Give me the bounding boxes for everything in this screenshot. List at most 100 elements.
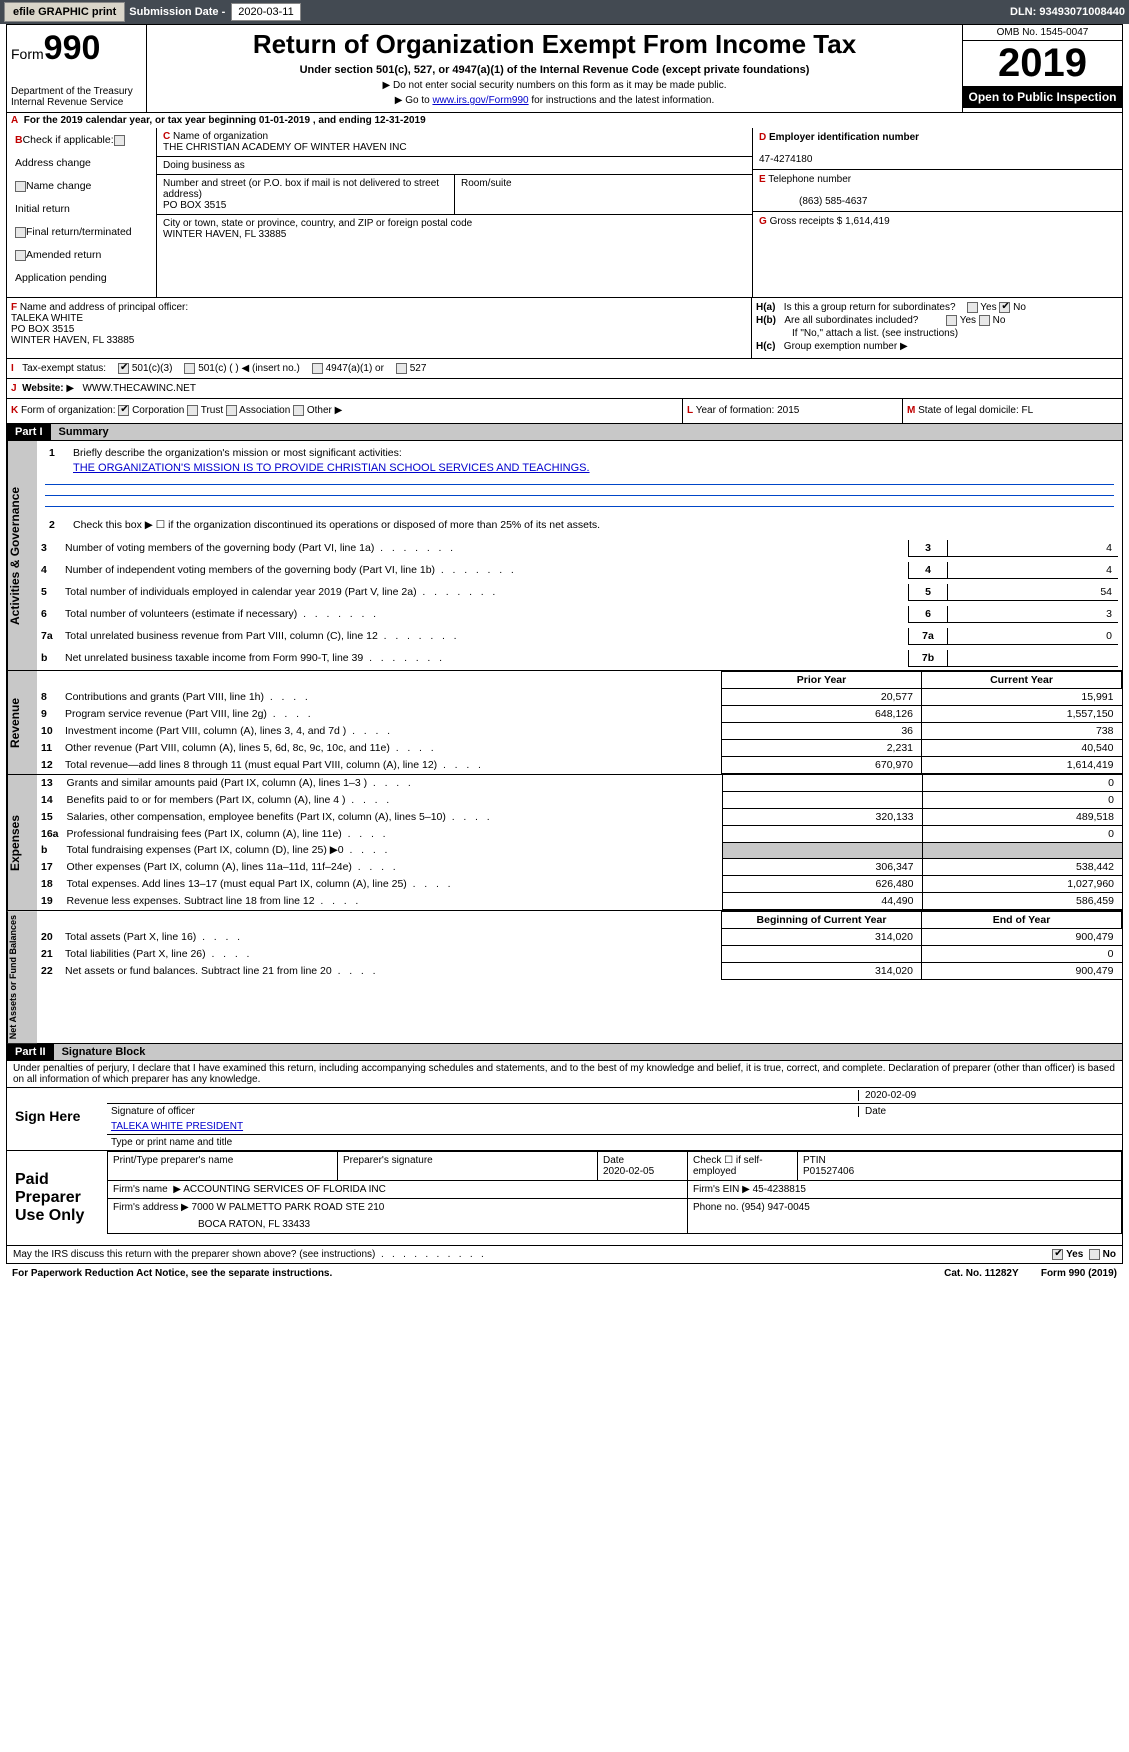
end-year-hdr: End of Year [922,911,1122,928]
table-row: 22Net assets or fund balances. Subtract … [37,962,1122,979]
omb-number: OMB No. 1545-0047 [963,25,1122,41]
part2-title: Signature Block [54,1046,146,1058]
table-row: 13Grants and similar amounts paid (Part … [37,775,1122,792]
dba-cell: Doing business as [157,157,752,175]
gov-line: 6Total number of volunteers (estimate if… [37,604,1122,626]
irs-link[interactable]: www.irs.gov/Form990 [432,95,528,106]
header-right: OMB No. 1545-0047 2019 Open to Public In… [962,25,1122,112]
checkbox[interactable] [226,405,237,416]
firm-addr1: 7000 W PALMETTO PARK ROAD STE 210 [192,1202,385,1213]
part1-bar: Part I Summary [6,424,1123,441]
table-row: 14Benefits paid to or for members (Part … [37,791,1122,808]
website-row: J Website: ▶ WWW.THECAWINC.NET [6,379,1123,399]
ein-label: Employer identification number [769,132,919,143]
dept-treasury: Department of the Treasury [11,86,142,97]
checkbox-corp[interactable] [118,405,129,416]
kform-row: K Form of organization: Corporation Trus… [6,399,1123,423]
checkbox[interactable] [979,315,990,326]
gov-line: 4Number of independent voting members of… [37,560,1122,582]
checkbox-checked[interactable] [999,302,1010,313]
footer-line: For Paperwork Reduction Act Notice, see … [6,1264,1123,1283]
m-state: M State of legal domicile: FL [902,399,1122,422]
org-name: THE CHRISTIAN ACADEMY OF WINTER HAVEN IN… [163,142,407,153]
netassets-body: Beginning of Current YearEnd of Year 20T… [37,911,1122,1043]
checkbox[interactable] [15,250,26,261]
mission-block: 1Briefly describe the organization's mis… [37,441,1122,538]
ein-value: 47-4274180 [759,154,812,165]
k-label: Form of organization: [21,406,116,417]
table-row: 9Program service revenue (Part VIII, lin… [37,705,1122,722]
checkbox[interactable] [967,302,978,313]
checkbox-yes[interactable] [1052,1249,1063,1260]
dba-label: Doing business as [163,160,245,171]
table-row: 11Other revenue (Part VIII, column (A), … [37,739,1122,756]
form-number: Form990 [11,29,142,68]
table-row: 8Contributions and grants (Part VIII, li… [37,688,1122,705]
page: Form990 Department of the Treasury Inter… [0,24,1129,1289]
l-label: Year of formation: [696,405,775,416]
efile-button[interactable]: efile GRAPHIC print [4,2,125,22]
checkbox-501c3[interactable] [118,363,129,374]
part1-tag: Part I [7,424,51,440]
checkbox[interactable] [396,363,407,374]
checkbox[interactable] [293,405,304,416]
mission-text[interactable]: THE ORGANIZATION'S MISSION IS TO PROVIDE… [73,462,590,474]
prep-selfemp: Check ☐ if self-employed [688,1151,798,1180]
vtab-expenses: Expenses [7,775,37,910]
chk-name-change: Name change [26,180,91,192]
sig-officer-label: Signature of officer [111,1106,858,1117]
form-header: Form990 Department of the Treasury Inter… [6,24,1123,113]
opt-other: Other [307,406,332,417]
checkbox[interactable] [15,227,26,238]
table-row: 17Other expenses (Part IX, column (A), l… [37,858,1122,875]
checkbox[interactable] [187,405,198,416]
city-label: City or town, state or province, country… [163,218,472,229]
form-note2: ▶ Go to www.irs.gov/Form990 for instruct… [151,95,958,106]
opt-501c3: 501(c)(3) [132,363,173,374]
f-officer: F Name and address of principal officer:… [7,298,752,358]
checkbox[interactable] [312,363,323,374]
ptin-value: P01527406 [803,1166,854,1177]
hc-text: Group exemption number [784,341,897,352]
table-row: 20Total assets (Part X, line 16) . . . .… [37,928,1122,945]
checkbox[interactable] [15,181,26,192]
prep-date-hdr: Date [603,1155,624,1166]
website-value: WWW.THECAWINC.NET [82,383,196,394]
room-cell: Room/suite [454,175,752,215]
form-prefix: Form [11,46,44,62]
col-mid: C Name of organization THE CHRISTIAN ACA… [157,128,752,297]
gross-cell: G Gross receipts $ 1,614,419 [753,212,1122,231]
table-row: 21Total liabilities (Part X, line 26) . … [37,945,1122,962]
city-cell: City or town, state or province, country… [157,215,752,243]
yes-label: Yes [1066,1249,1083,1260]
checkbox[interactable] [946,315,957,326]
gov-line: 5Total number of individuals employed in… [37,582,1122,604]
beg-year-hdr: Beginning of Current Year [722,911,922,928]
hb2-text: If "No," attach a list. (see instruction… [756,328,1118,339]
check-applicable-label: Check if applicable: [23,134,114,146]
k-form-org: K Form of organization: Corporation Trus… [7,399,682,422]
officer-name-title[interactable]: TALEKA WHITE PRESIDENT [111,1121,243,1132]
opt-501c: 501(c) ( ) [198,363,239,374]
ha-text: Is this a group return for subordinates? [784,302,956,313]
section-revenue: Revenue Prior YearCurrent Year 8Contribu… [6,671,1123,775]
section-expenses: Expenses 13Grants and similar amounts pa… [6,775,1123,911]
checkbox[interactable] [114,135,125,146]
chk-final-return: Final return/terminated [26,226,132,238]
discuss-text: May the IRS discuss this return with the… [13,1249,375,1260]
checkbox[interactable] [184,363,195,374]
governance-body: 1Briefly describe the organization's mis… [37,441,1122,670]
preparer-block: Paid Preparer Use Only Print/Type prepar… [6,1151,1123,1246]
ein-cell: D Employer identification number 47-4274… [753,128,1122,170]
preparer-table: Print/Type preparer's name Preparer's si… [107,1151,1122,1234]
cat-no: Cat. No. 11282Y [944,1268,1018,1279]
opt-assoc: Association [239,406,290,417]
prep-date: 2020-02-05 [603,1166,654,1177]
sign-content: 2020-02-09 Signature of officerDate TALE… [107,1088,1122,1150]
l-value: 2015 [777,405,799,416]
part2-tag: Part II [7,1044,54,1060]
checkbox-no[interactable] [1089,1249,1100,1260]
prep-content: Print/Type preparer's name Preparer's si… [107,1151,1122,1245]
officer-addr1: PO BOX 3515 [11,324,74,335]
expenses-body: 13Grants and similar amounts paid (Part … [37,775,1122,910]
